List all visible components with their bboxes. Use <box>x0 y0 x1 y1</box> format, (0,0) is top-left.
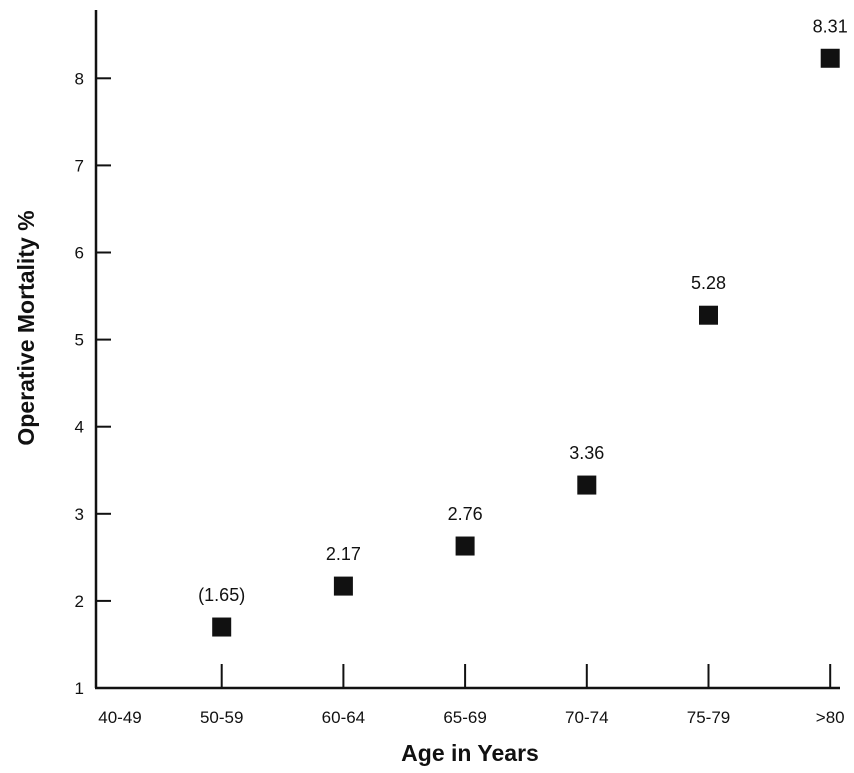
y-tick-label: 5 <box>75 331 84 350</box>
y-tick-label: 1 <box>75 679 84 698</box>
x-tick-label: 65-69 <box>443 708 486 727</box>
data-point-label: (1.65) <box>198 585 245 605</box>
y-tick-label: 8 <box>75 69 84 88</box>
x-axis-title: Age in Years <box>401 740 539 766</box>
x-tick-label: 75-79 <box>687 708 730 727</box>
data-point-marker <box>699 305 718 325</box>
data-point-label: 2.17 <box>326 544 361 564</box>
data-point-marker <box>577 475 597 495</box>
data-point-label: 8.31 <box>813 16 848 36</box>
x-tick-label: 50-59 <box>200 708 243 727</box>
x-tick-label: >80 <box>816 708 845 727</box>
y-tick-label: 3 <box>75 505 84 524</box>
axes <box>94 10 840 690</box>
x-tick-label: 40-49 <box>98 708 141 727</box>
y-tick-label: 6 <box>75 244 84 263</box>
x-tick-label: 70-74 <box>565 708 608 727</box>
data-points: (1.65) 2.17 2.76 3.36 5.28 8.31 <box>198 16 848 637</box>
y-tick-label: 2 <box>75 592 84 611</box>
data-point-marker <box>820 48 840 68</box>
data-point-marker <box>455 536 475 556</box>
y-axis-title: Operative Mortality % <box>13 210 39 445</box>
y-tick-label: 4 <box>75 418 84 437</box>
data-point-label: 3.36 <box>569 443 604 463</box>
data-point-marker <box>333 576 353 596</box>
x-tick-label: 60-64 <box>322 708 365 727</box>
x-axis-ticks: 40-49 50-59 60-64 65-69 70-74 75-79 >80 <box>98 664 845 727</box>
data-point-label: 2.76 <box>448 504 483 524</box>
y-axis-ticks: 1 2 3 4 5 6 7 8 <box>75 69 111 698</box>
data-point-label: 5.28 <box>691 273 726 293</box>
y-tick-label: 7 <box>75 156 84 175</box>
data-point-marker <box>212 617 232 637</box>
